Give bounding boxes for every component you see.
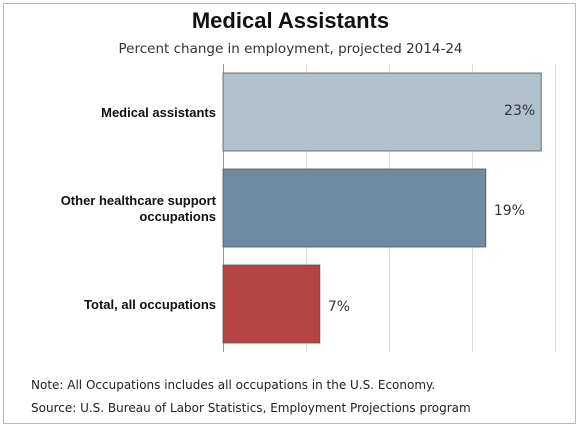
data-label: 7%	[328, 299, 350, 315]
bar-3	[222, 264, 321, 344]
chart-title: Medical Assistants	[191, 8, 390, 33]
category-label: Other healthcare support	[61, 193, 217, 208]
category-label: Total, all occupations	[84, 297, 216, 312]
chart-subtitle: Percent change in employment, projected …	[118, 41, 463, 57]
data-label: 23%	[504, 103, 535, 119]
data-label: 19%	[494, 203, 525, 219]
category-label: occupations	[139, 209, 216, 224]
chart-note: Note: All Occupations includes all occup…	[31, 378, 436, 392]
bar-2	[222, 168, 487, 248]
category-label: Medical assistants	[101, 105, 216, 120]
chart-source: Source: U.S. Bureau of Labor Statistics,…	[31, 401, 471, 415]
bar-1	[222, 72, 542, 152]
